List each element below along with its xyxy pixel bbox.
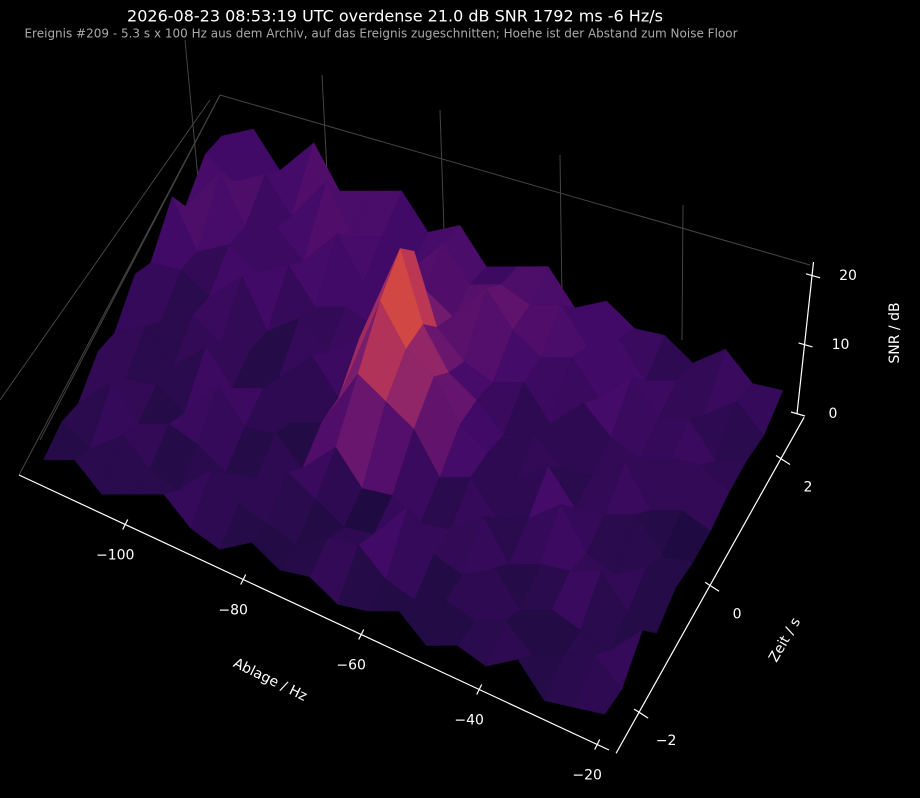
pane-edge bbox=[681, 204, 684, 341]
x-tick bbox=[240, 574, 247, 585]
z-tick-label: 10 bbox=[832, 337, 850, 353]
z-tick-label: 20 bbox=[839, 268, 857, 284]
z-tick-label: 0 bbox=[829, 406, 838, 422]
pane-edge bbox=[559, 154, 563, 301]
z-axis-label: SNR / dB bbox=[887, 302, 903, 363]
x-tick-label: −20 bbox=[572, 768, 602, 784]
surface-cell bbox=[574, 654, 623, 715]
y-tick-label: −2 bbox=[656, 733, 677, 749]
chart-title: 2026-08-23 08:53:19 UTC overdense 21.0 d… bbox=[127, 7, 663, 26]
pane-edge bbox=[184, 39, 201, 201]
x-tick bbox=[358, 629, 365, 640]
x-tick bbox=[594, 739, 601, 750]
y-tick bbox=[704, 581, 720, 592]
pane-lines bbox=[0, 39, 811, 476]
pane-edge bbox=[39, 94, 221, 441]
y-axis-label: Zeit / s bbox=[766, 615, 804, 665]
z-axis-line bbox=[796, 261, 815, 415]
x-tick-label: −60 bbox=[336, 658, 366, 674]
z-tick bbox=[805, 273, 821, 279]
surface bbox=[43, 128, 784, 715]
x-tick bbox=[476, 684, 483, 695]
x-tick bbox=[122, 519, 129, 530]
x-tick-label: −100 bbox=[96, 548, 134, 564]
chart-subtitle: Ereignis #209 - 5.3 s x 100 Hz aus dem A… bbox=[24, 27, 737, 41]
z-tick bbox=[790, 411, 806, 417]
pane-edge bbox=[0, 99, 211, 401]
y-tick-label: 0 bbox=[733, 606, 742, 622]
x-axis-label: Ablage / Hz bbox=[231, 655, 310, 704]
x-axis-line bbox=[18, 474, 610, 751]
y-tick bbox=[775, 455, 791, 466]
pane-edge bbox=[219, 94, 811, 266]
y-tick-label: 2 bbox=[804, 480, 813, 496]
z-tick bbox=[798, 342, 813, 348]
y-tick bbox=[633, 708, 649, 719]
x-tick-label: −40 bbox=[454, 713, 484, 729]
x-tick-label: −80 bbox=[218, 603, 248, 619]
